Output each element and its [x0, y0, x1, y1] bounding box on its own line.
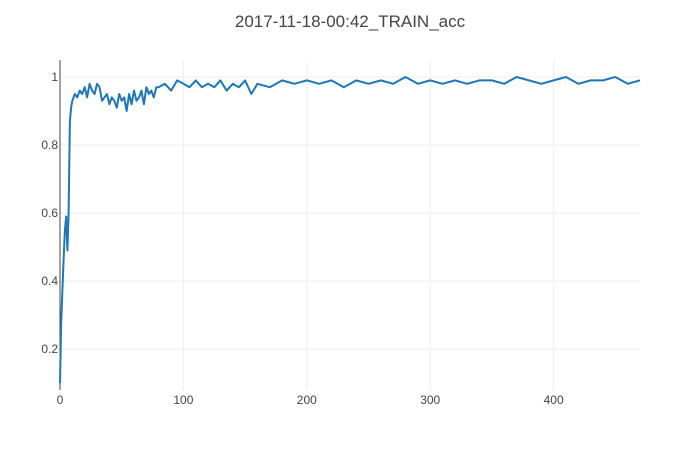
y-tick-label: 1: [51, 70, 58, 84]
y-tick-label: 0.4: [41, 274, 58, 288]
x-tick-label: 300: [420, 393, 440, 407]
x-tick-label: 200: [297, 393, 317, 407]
y-tick-label: 0.2: [41, 342, 58, 356]
y-tick-label: 0.8: [41, 138, 58, 152]
x-tick-label: 400: [544, 393, 564, 407]
series-line: [59, 76, 641, 384]
x-tick-label: 100: [173, 393, 193, 407]
y-tick-label: 0.6: [41, 206, 58, 220]
chart-title: 2017-11-18-00:42_TRAIN_acc: [234, 12, 466, 31]
x-tick-label: 0: [57, 393, 64, 407]
